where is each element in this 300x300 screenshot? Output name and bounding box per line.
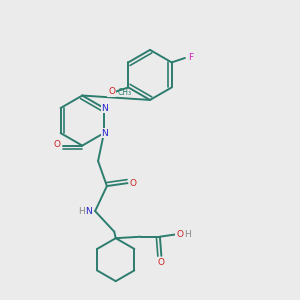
Text: N: N (85, 207, 92, 216)
Text: N: N (101, 129, 108, 138)
Text: O: O (176, 230, 183, 239)
Text: H: H (79, 207, 85, 216)
Text: O: O (54, 140, 61, 149)
Text: O: O (108, 87, 115, 96)
Text: O: O (130, 178, 137, 188)
Text: CH₃: CH₃ (118, 88, 132, 97)
Text: O: O (158, 258, 165, 267)
Text: N: N (101, 103, 108, 112)
Text: H: H (184, 230, 191, 239)
Text: F: F (188, 53, 193, 62)
